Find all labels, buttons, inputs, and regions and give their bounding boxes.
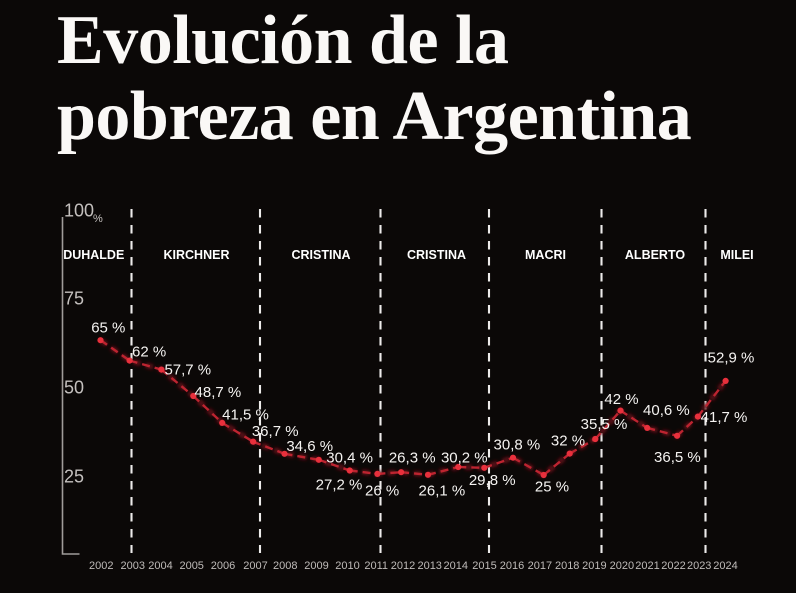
- svg-text:26,3 %: 26,3 %: [389, 449, 436, 466]
- svg-text:2024: 2024: [713, 560, 737, 572]
- svg-text:CRISTINA: CRISTINA: [291, 248, 350, 262]
- svg-text:2013: 2013: [417, 560, 441, 572]
- svg-text:KIRCHNER: KIRCHNER: [164, 248, 230, 262]
- svg-text:100: 100: [64, 200, 94, 220]
- svg-text:CRISTINA: CRISTINA: [407, 248, 466, 262]
- svg-text:41,5 %: 41,5 %: [222, 407, 269, 424]
- svg-text:2014: 2014: [444, 560, 468, 572]
- svg-text:65 %: 65 %: [91, 320, 125, 337]
- svg-text:2004: 2004: [148, 560, 172, 572]
- svg-text:2002: 2002: [89, 560, 113, 572]
- svg-text:26 %: 26 %: [365, 483, 399, 500]
- svg-text:62 %: 62 %: [132, 344, 166, 361]
- svg-text:2016: 2016: [500, 560, 524, 572]
- svg-text:2017: 2017: [528, 560, 552, 572]
- svg-text:2022: 2022: [661, 560, 685, 572]
- svg-text:41,7 %: 41,7 %: [701, 409, 748, 426]
- svg-text:42 %: 42 %: [604, 391, 638, 408]
- svg-text:2012: 2012: [391, 560, 415, 572]
- svg-text:75: 75: [64, 288, 84, 308]
- svg-text:2008: 2008: [273, 560, 297, 572]
- svg-text:26,1 %: 26,1 %: [419, 483, 466, 500]
- svg-text:35,5 %: 35,5 %: [581, 416, 628, 433]
- svg-text:2010: 2010: [335, 560, 359, 572]
- svg-text:2005: 2005: [179, 560, 203, 572]
- svg-text:2003: 2003: [121, 560, 145, 572]
- svg-text:25 %: 25 %: [535, 479, 569, 496]
- svg-text:57,7 %: 57,7 %: [164, 362, 211, 379]
- svg-text:2015: 2015: [472, 560, 496, 572]
- svg-text:40,6 %: 40,6 %: [643, 402, 690, 419]
- svg-text:MACRI: MACRI: [525, 248, 566, 262]
- svg-text:52,9 %: 52,9 %: [708, 350, 755, 367]
- svg-text:2021: 2021: [635, 560, 659, 572]
- svg-text:29,8 %: 29,8 %: [469, 472, 516, 489]
- svg-text:30,2 %: 30,2 %: [441, 449, 488, 466]
- svg-text:30,8 %: 30,8 %: [494, 437, 541, 454]
- svg-text:2011: 2011: [364, 560, 388, 572]
- svg-text:2018: 2018: [555, 560, 579, 572]
- svg-text:2007: 2007: [243, 560, 267, 572]
- svg-text:32 %: 32 %: [551, 433, 585, 450]
- svg-text:50: 50: [64, 377, 84, 397]
- svg-text:27,2 %: 27,2 %: [316, 476, 363, 493]
- svg-text:30,4 %: 30,4 %: [326, 449, 373, 466]
- svg-text:MILEI: MILEI: [720, 248, 753, 262]
- svg-text:34,6 %: 34,6 %: [286, 438, 333, 455]
- svg-text:2006: 2006: [211, 560, 235, 572]
- svg-text:48,7 %: 48,7 %: [195, 384, 242, 401]
- svg-text:2009: 2009: [304, 560, 328, 572]
- svg-text:2019: 2019: [582, 560, 606, 572]
- svg-text:%: %: [93, 213, 103, 225]
- svg-text:25: 25: [64, 466, 84, 486]
- svg-text:36,5 %: 36,5 %: [654, 449, 701, 466]
- svg-text:2023: 2023: [687, 560, 711, 572]
- svg-text:2020: 2020: [610, 560, 634, 572]
- svg-text:DUHALDE: DUHALDE: [63, 248, 124, 262]
- svg-text:ALBERTO: ALBERTO: [625, 248, 685, 262]
- svg-text:36,7 %: 36,7 %: [252, 423, 299, 440]
